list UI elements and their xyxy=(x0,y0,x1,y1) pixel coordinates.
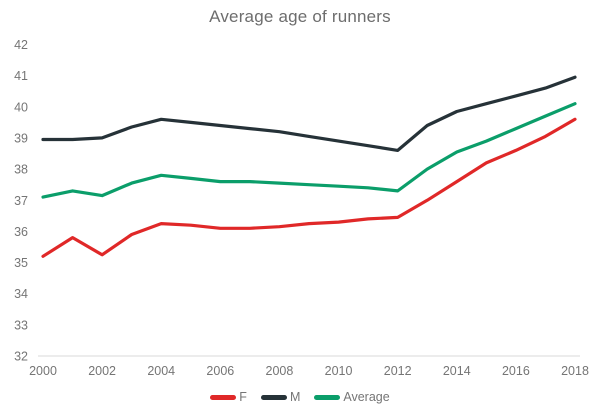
legend-item-f[interactable]: F xyxy=(210,390,247,404)
x-tick-label: 2002 xyxy=(88,364,116,378)
x-tick-label: 2018 xyxy=(561,364,589,378)
series-line-f xyxy=(41,117,577,258)
legend-label-m: M xyxy=(289,390,301,404)
x-tick-label: 2008 xyxy=(266,364,294,378)
y-tick-label: 34 xyxy=(14,287,28,301)
x-tick-label: 2000 xyxy=(29,364,57,378)
x-tick-label: 2004 xyxy=(147,364,175,378)
chart-title: Average age of runners xyxy=(209,7,391,26)
y-tick-label: 42 xyxy=(14,38,28,52)
series-line-m xyxy=(41,75,577,152)
legend-swatch-f xyxy=(210,394,237,400)
x-tick-label: 2012 xyxy=(384,364,412,378)
y-tick-label: 33 xyxy=(14,318,28,332)
legend-swatch-m xyxy=(260,394,287,400)
y-tick-label: 37 xyxy=(14,194,28,208)
y-tick-label: 32 xyxy=(14,350,28,364)
legend-item-m[interactable]: M xyxy=(260,390,301,404)
legend-label-average: Average xyxy=(343,390,390,404)
y-tick-label: 38 xyxy=(14,163,28,177)
y-tick-label: 40 xyxy=(14,100,28,114)
x-tick-label: 2006 xyxy=(206,364,234,378)
y-tick-label: 35 xyxy=(14,256,28,270)
y-tick-label: 41 xyxy=(14,69,28,83)
x-tick-label: 2010 xyxy=(325,364,353,378)
legend-swatch-average xyxy=(314,394,341,400)
x-tick-label: 2016 xyxy=(502,364,530,378)
x-tick-label: 2014 xyxy=(443,364,471,378)
legend-item-average[interactable]: Average xyxy=(314,390,390,404)
legend-label-f: F xyxy=(239,390,247,404)
series-line-average xyxy=(41,102,577,199)
chart-legend: F M Average xyxy=(0,390,600,404)
y-tick-label: 36 xyxy=(14,225,28,239)
y-tick-label: 39 xyxy=(14,131,28,145)
